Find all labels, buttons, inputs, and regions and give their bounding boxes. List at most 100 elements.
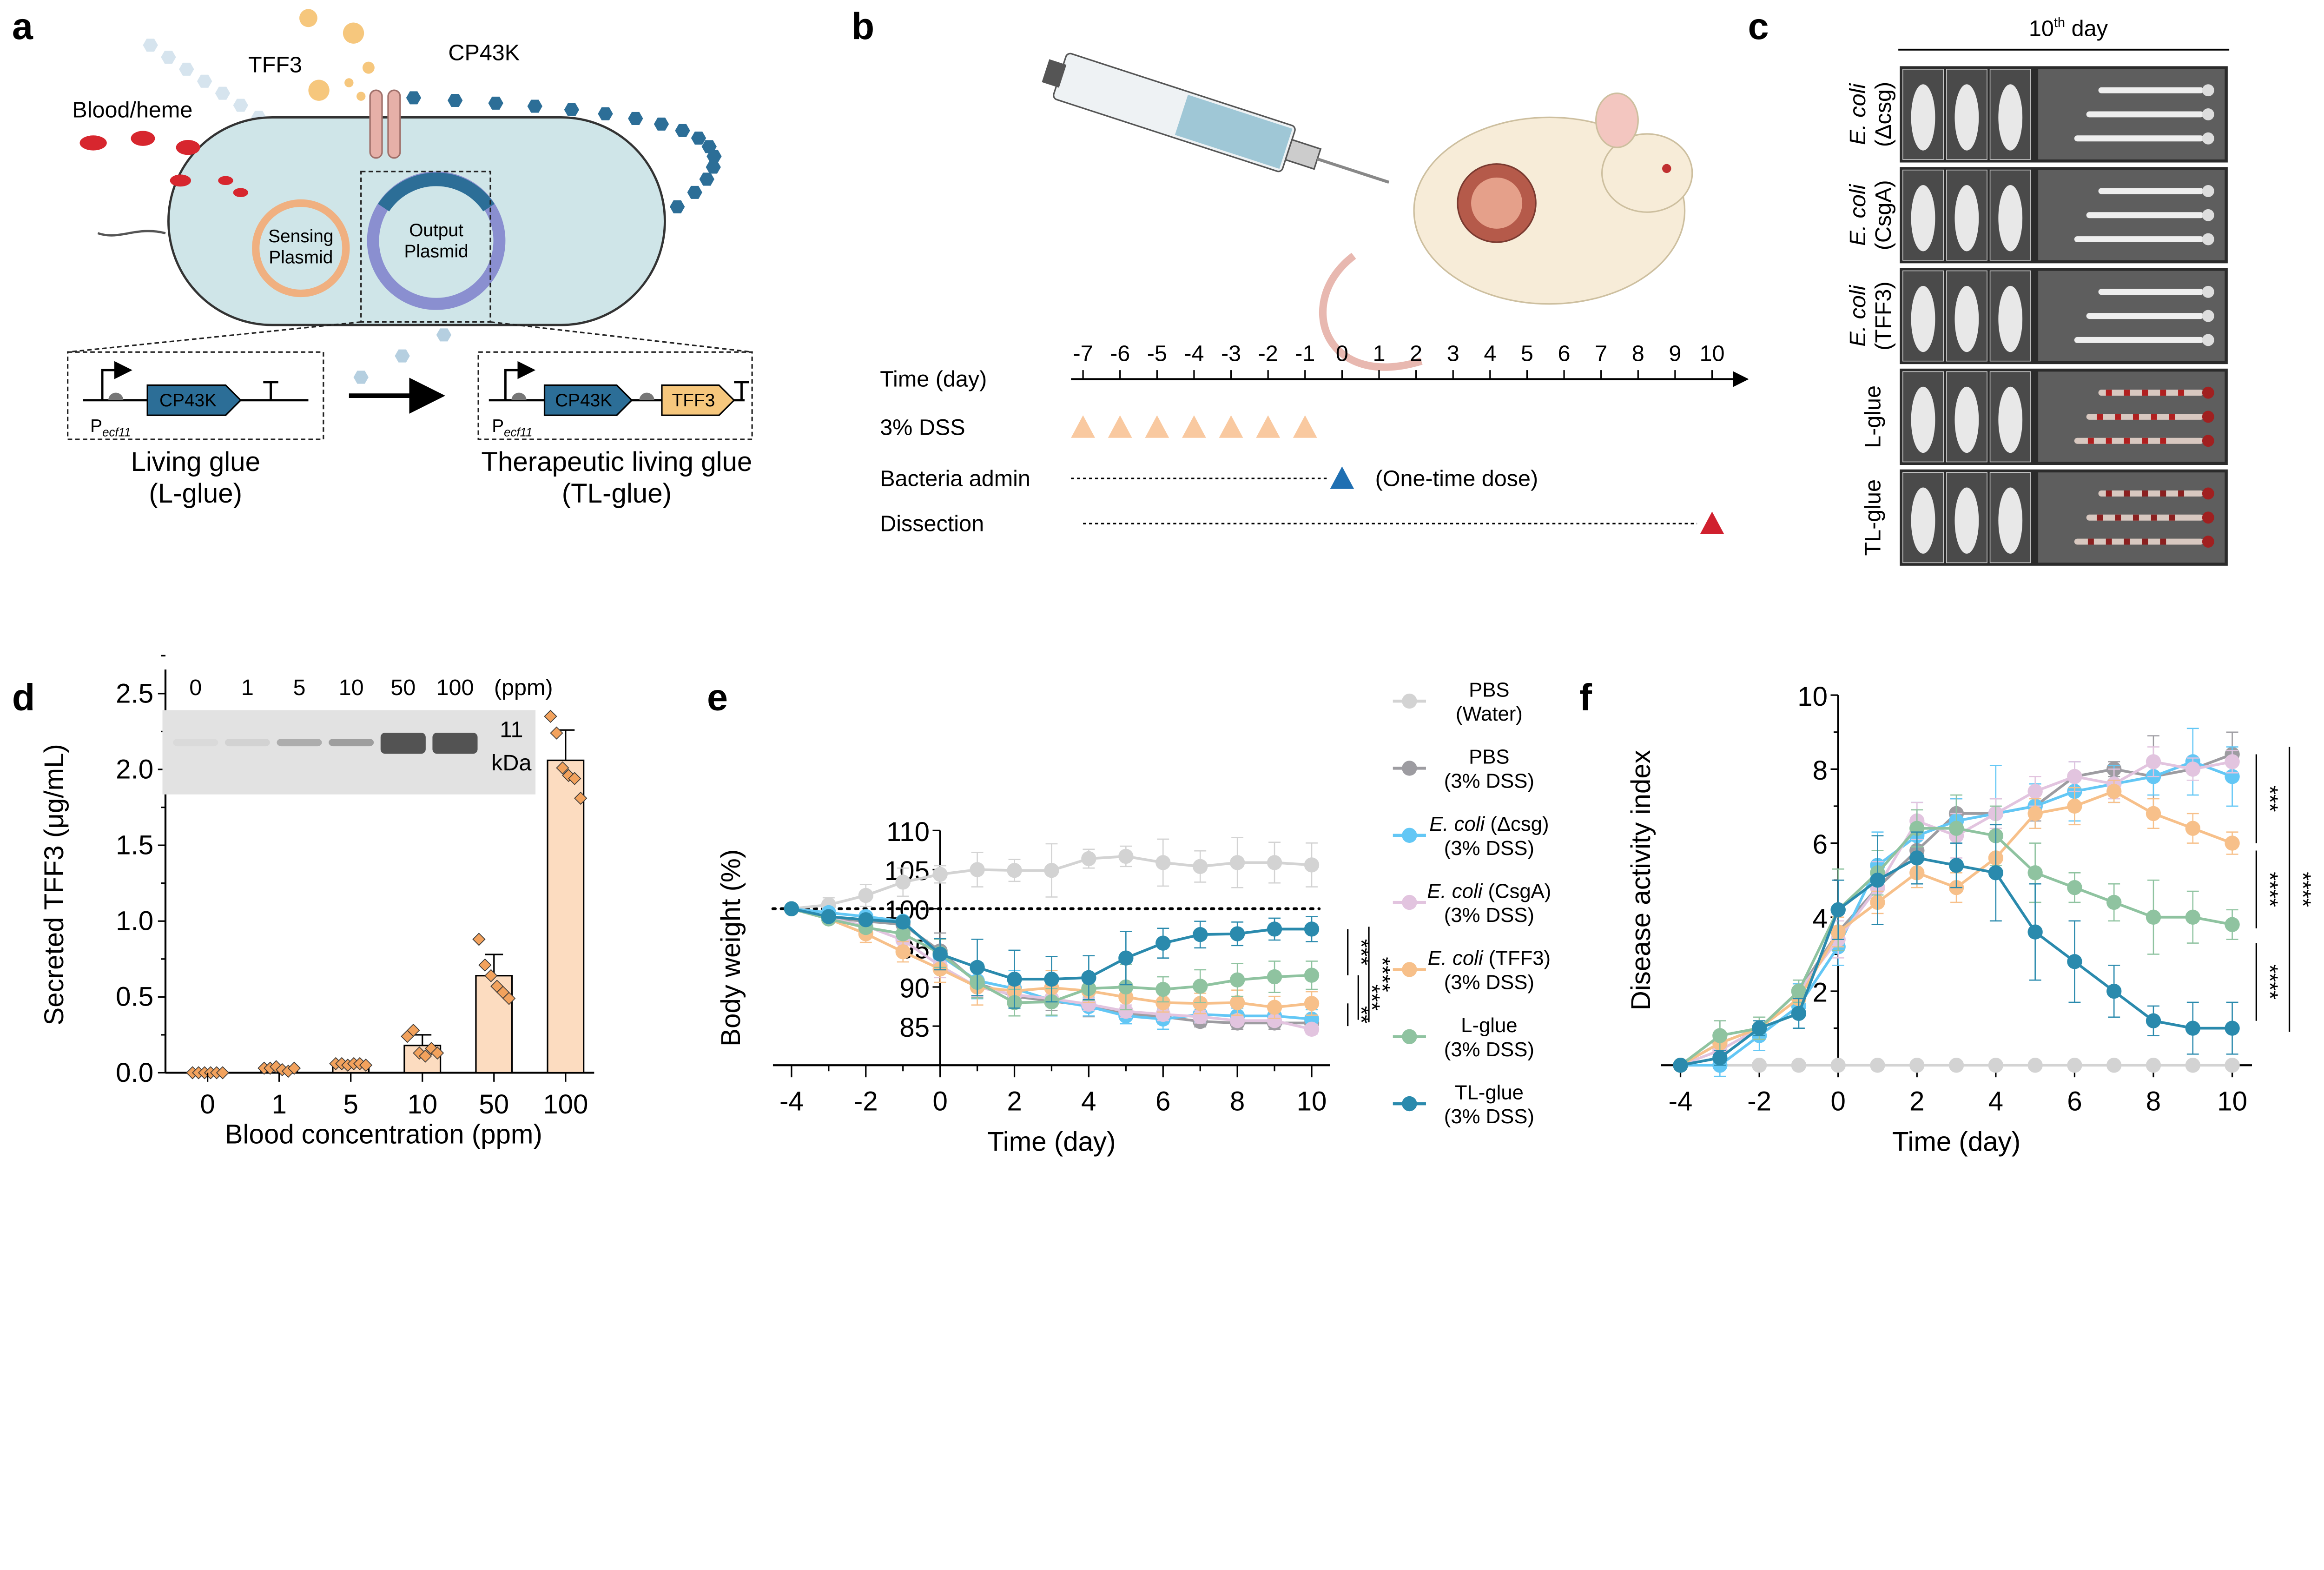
x-tick-label: -4 bbox=[1669, 1086, 1693, 1116]
x-tick-label: 5 bbox=[343, 1089, 358, 1120]
data-point bbox=[2225, 1058, 2240, 1073]
x-tick-label: 0 bbox=[932, 1086, 947, 1116]
chart-d-secreted-tff3: 0.0 0.5 1.0 1.5 2.0 2.5 Secreted TFF3 (μg/mL) B… bbox=[39, 655, 594, 1150]
blot-unit-label: (ppm) bbox=[494, 675, 553, 700]
timeline-tick-label: 8 bbox=[1632, 341, 1644, 366]
bleeding-spot bbox=[2115, 514, 2121, 521]
y-tick-label: 110 bbox=[886, 817, 930, 847]
tl-glue-caption-abbr: (TL-glue) bbox=[562, 478, 672, 509]
y-tick-label: 2.5 bbox=[116, 678, 153, 709]
terminator-icon bbox=[734, 381, 749, 400]
mouse-body bbox=[1954, 487, 1979, 554]
cecum bbox=[2202, 209, 2214, 221]
sensing-plasmid-label: Sensing bbox=[268, 226, 333, 246]
data-point bbox=[932, 947, 948, 962]
timeline-tick-label: 2 bbox=[1410, 341, 1422, 366]
legend-item: TL-glue(3% DSS) bbox=[1393, 1081, 1534, 1128]
data-point bbox=[1193, 927, 1208, 942]
western-blot-inset bbox=[162, 710, 536, 795]
cp43k-monomer bbox=[669, 200, 685, 213]
data-point bbox=[2225, 835, 2240, 851]
legend-marker bbox=[1402, 1029, 1417, 1044]
data-point bbox=[1791, 1058, 1807, 1073]
colon-strip bbox=[2098, 87, 2204, 93]
cp43k-monomer bbox=[161, 50, 176, 64]
data-point bbox=[2106, 1058, 2122, 1073]
data-point bbox=[1948, 858, 1964, 873]
legend-label: PBS bbox=[1469, 678, 1509, 701]
cecum bbox=[2202, 411, 2214, 423]
y-tick-label: 4 bbox=[1813, 903, 1828, 934]
cp43k-monomer bbox=[687, 185, 702, 199]
mouse-body bbox=[1998, 487, 2023, 554]
data-point bbox=[1081, 970, 1096, 985]
cp43k-monomer bbox=[628, 112, 643, 125]
output-plasmid-label: Output bbox=[409, 220, 463, 240]
bleeding-spot bbox=[2151, 514, 2157, 521]
panel-b-timeline: Time (day) -7 -6 -5 -4 -3 -2 -1 0 1 2 3 4 5 6 7 8 9 10 3%… bbox=[880, 53, 1749, 536]
output-plasmid-label-2: Plasmid bbox=[404, 241, 468, 261]
data-point bbox=[2027, 783, 2043, 799]
promoter-arrow-icon bbox=[504, 361, 536, 400]
timeline-triangle-marker bbox=[1330, 466, 1354, 489]
cp43k-gene bbox=[146, 384, 242, 416]
x-tick-label: 2 bbox=[1007, 1086, 1022, 1116]
data-point bbox=[970, 960, 985, 975]
timeline-row-label: Bacteria admin bbox=[880, 466, 1030, 491]
cp43k-chain-illustration bbox=[143, 39, 722, 384]
timeline-tick-label: -7 bbox=[1073, 341, 1093, 366]
legend-label-rest: (CsgA) bbox=[1482, 880, 1551, 902]
mouse-body bbox=[1911, 285, 1935, 352]
data-point bbox=[1267, 1013, 1282, 1028]
legend-sublabel: (Water) bbox=[1456, 702, 1523, 725]
bleeding-spot bbox=[2106, 538, 2112, 545]
colon-strip bbox=[2098, 390, 2204, 396]
legend-marker bbox=[1402, 1096, 1417, 1112]
data-point bbox=[407, 1024, 420, 1037]
cecum bbox=[2202, 132, 2214, 145]
timeline-tick-label: 7 bbox=[1595, 341, 1607, 366]
data-point bbox=[1948, 821, 1964, 836]
data-point bbox=[858, 888, 873, 903]
significance-label: *** bbox=[2257, 786, 2282, 812]
bleeding-spot bbox=[2087, 437, 2094, 444]
x-tick-label: 0 bbox=[200, 1089, 215, 1120]
cecum bbox=[2202, 435, 2214, 447]
y-axis-title: Body weight (%) bbox=[716, 849, 746, 1047]
data-point bbox=[568, 772, 581, 785]
data-point bbox=[2067, 880, 2082, 895]
data-point bbox=[1909, 1058, 1925, 1073]
timeline-triangle-marker bbox=[1256, 415, 1281, 438]
data-point bbox=[1304, 996, 1320, 1011]
timeline-tick-label: 0 bbox=[1336, 341, 1348, 366]
timeline-tick-label: -5 bbox=[1147, 341, 1167, 366]
x-tick-label: 8 bbox=[1230, 1086, 1245, 1116]
blot-lane-label: 0 bbox=[189, 675, 202, 700]
bleeding-spot bbox=[2124, 538, 2130, 545]
data-point bbox=[359, 1059, 373, 1072]
data-point bbox=[1988, 1058, 2004, 1073]
figure: a b c d e f Sensing Plasmid Output Plasm… bbox=[12, 6, 2316, 1157]
y-tick-label: 0.0 bbox=[116, 1058, 153, 1088]
data-point bbox=[1081, 851, 1096, 867]
legend-marker bbox=[1402, 894, 1417, 910]
x-tick-label: 10 bbox=[407, 1089, 437, 1120]
cp43k-monomer bbox=[436, 328, 452, 342]
blot-band bbox=[173, 738, 218, 747]
bleeding-spot bbox=[2160, 437, 2166, 444]
legend-label: TL-glue bbox=[1455, 1081, 1524, 1104]
panel-c-title-number: 10 bbox=[2029, 16, 2054, 41]
cecum bbox=[2202, 487, 2214, 500]
colon-strip bbox=[2098, 188, 2204, 194]
data-point bbox=[2146, 1058, 2161, 1073]
cp43k-monomer bbox=[353, 371, 369, 384]
data-point bbox=[932, 867, 948, 882]
legend-label: L-glue bbox=[1461, 1014, 1517, 1037]
cecum bbox=[2202, 84, 2214, 97]
timeline-tick-label: 6 bbox=[1558, 341, 1571, 366]
data-point bbox=[1870, 873, 1885, 888]
significance-label: **** bbox=[2291, 872, 2316, 907]
x-tick-label: -2 bbox=[854, 1086, 878, 1116]
output-plasmid-cp43k-segment bbox=[378, 172, 495, 212]
